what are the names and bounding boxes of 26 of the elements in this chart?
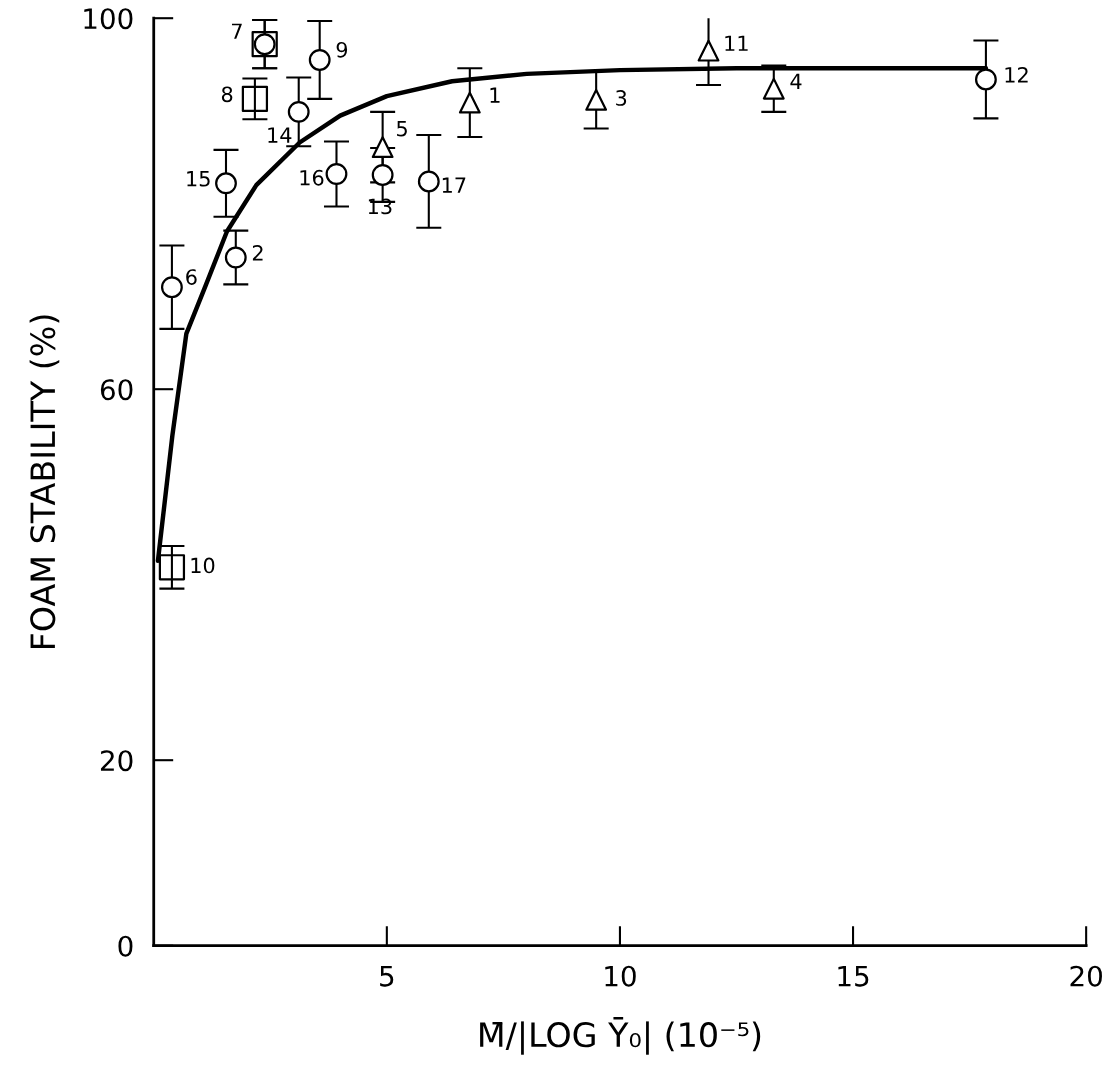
annotation: 11 <box>725 35 748 51</box>
annotation: 12 <box>1005 66 1028 83</box>
annotation: 2 <box>252 245 263 261</box>
y-tick-label: 100 <box>84 8 133 30</box>
annotation: 5 <box>397 121 407 137</box>
annotation: 6 <box>186 269 197 285</box>
y-tick-label: 0 <box>118 935 133 957</box>
x-axis-title: M̄/|LOG Ȳ₀| (10⁻⁵) <box>480 1017 761 1055</box>
annotation: 1 <box>490 87 500 103</box>
x-tick-label: 20 <box>1070 965 1102 987</box>
annotation: 10 <box>191 557 215 574</box>
annotation: 7 <box>231 23 242 39</box>
annotation: 4 <box>790 73 802 89</box>
annotation: 9 <box>336 41 348 58</box>
x-tick-label: 10 <box>605 965 636 987</box>
annotation: 17 <box>442 177 466 193</box>
x-tick-label: 15 <box>838 965 869 987</box>
annotation: 14 <box>268 127 292 143</box>
y-tick-label: 60 <box>100 379 133 401</box>
annotation: 8 <box>221 86 233 103</box>
y-axis-title: FOAM STABILITY (%) <box>29 315 60 649</box>
y-tick-label: 20 <box>100 750 133 772</box>
annotation: 16 <box>300 169 324 186</box>
annotation: 3 <box>616 90 627 106</box>
annotation: 15 <box>187 171 210 187</box>
x-tick-label: 5 <box>380 965 394 987</box>
